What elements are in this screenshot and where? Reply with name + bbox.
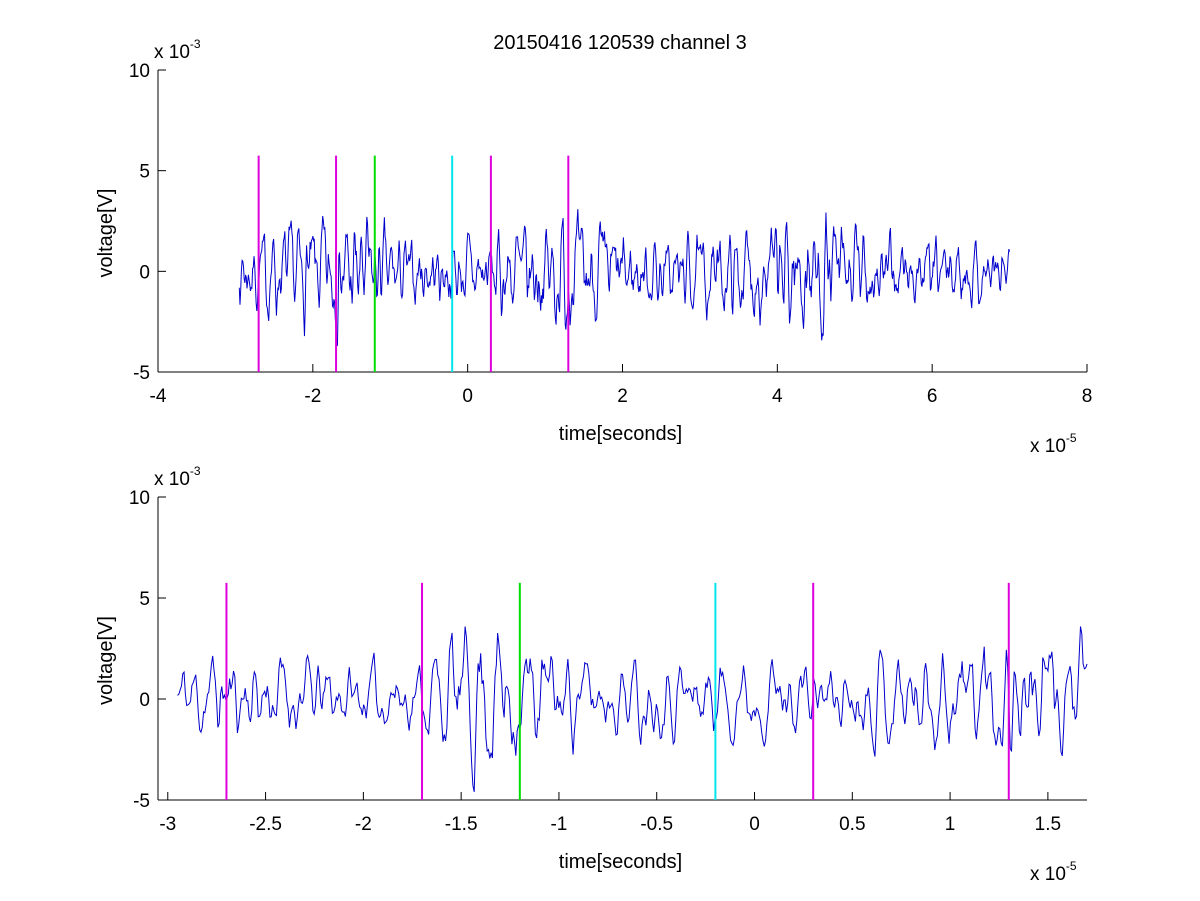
x-multiplier-base: x 10 [1030, 436, 1066, 457]
x-tick-label: 0 [462, 386, 473, 407]
x-tick-label: -2 [304, 386, 321, 407]
x-tick-label: 2 [617, 386, 628, 407]
x-tick-label: -2.5 [249, 814, 282, 835]
x-tick-label: 1 [945, 814, 956, 835]
x-tick-label: 6 [927, 386, 938, 407]
x-tick-label: 1.5 [1035, 814, 1061, 835]
x-tick-label: 0 [749, 814, 760, 835]
chart-title: 20150416 120539 channel 3 [493, 32, 747, 54]
x-tick-label: -1 [550, 814, 567, 835]
x-axis-label: time[seconds] [559, 423, 682, 445]
signal-trace [177, 626, 1088, 793]
x-tick-label: 4 [772, 386, 783, 407]
x-tick-label: -3 [159, 814, 176, 835]
y-multiplier-exponent: -3 [190, 464, 201, 478]
y-tick-label: 5 [139, 162, 150, 183]
y-tick-label: -5 [133, 363, 150, 384]
x-multiplier-exponent: -5 [1066, 431, 1077, 445]
x-multiplier: x 10-5 [1030, 859, 1077, 885]
signal-trace [238, 209, 1011, 346]
y-tick-label: -5 [133, 791, 150, 812]
y-axis-label: voltage[V] [95, 189, 117, 278]
top-plot: -4 -2 0 2 4 6 8 -5 0 5 10 time[seconds] voltage[V] x … [95, 37, 1092, 457]
y-tick-label: 0 [139, 262, 150, 283]
x-tick-label: 0.5 [839, 814, 865, 835]
y-axis-label: voltage[V] [95, 616, 117, 705]
bottom-plot: -3 -2.5 -2 -1.5 -1 -0.5 0 0.5 1 1.5 -5 0 5 10 time[sec… [95, 464, 1088, 885]
y-multiplier: x 10-3 [154, 37, 201, 63]
y-multiplier-base: x 10 [154, 469, 190, 490]
y-multiplier-base: x 10 [154, 42, 190, 63]
x-multiplier-exponent: -5 [1066, 859, 1077, 873]
x-multiplier-base: x 10 [1030, 864, 1066, 885]
x-tick-label: -4 [150, 386, 167, 407]
x-tick-label: -1.5 [445, 814, 478, 835]
y-multiplier-exponent: -3 [190, 37, 201, 51]
y-tick-label: 10 [129, 61, 150, 82]
x-multiplier: x 10-5 [1030, 431, 1077, 457]
y-tick-label: 10 [129, 488, 150, 509]
x-tick-label: -2 [355, 814, 372, 835]
x-tick-label: 8 [1082, 386, 1093, 407]
y-tick-label: 5 [139, 589, 150, 610]
x-tick-label: -0.5 [640, 814, 673, 835]
y-tick-label: 0 [139, 690, 150, 711]
x-axis-label: time[seconds] [559, 851, 682, 873]
y-multiplier: x 10-3 [154, 464, 201, 490]
